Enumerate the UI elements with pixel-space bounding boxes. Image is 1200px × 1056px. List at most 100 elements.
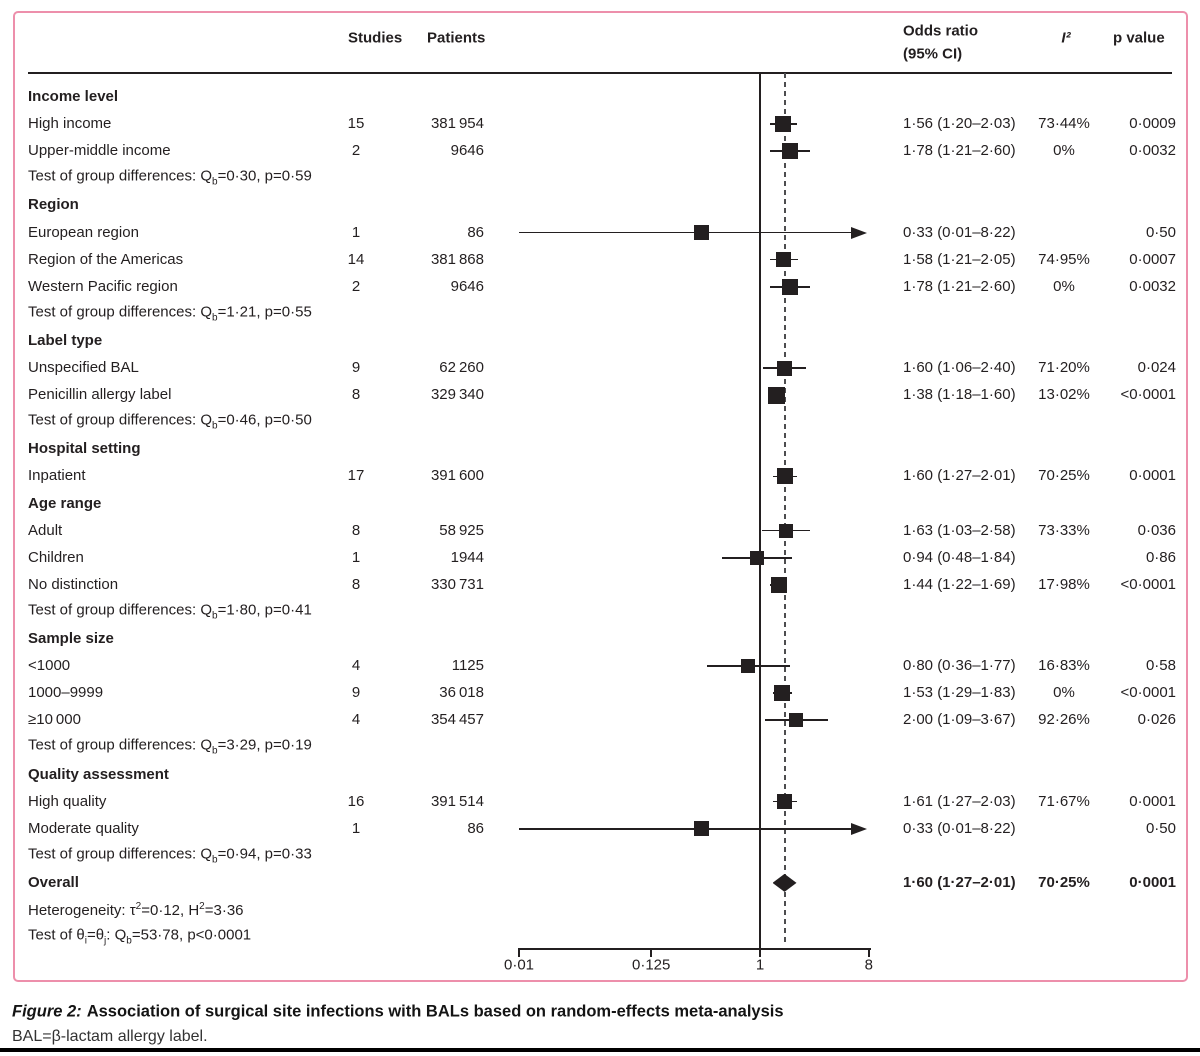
row-label: 1000–9999	[28, 683, 104, 701]
group-label: Region	[28, 196, 79, 214]
p-value: 0·50	[1145, 819, 1176, 837]
group-label: Hospital setting	[28, 440, 141, 458]
p-value: 0·036	[1137, 521, 1176, 539]
note-text: =1·21, p=0·55	[217, 303, 312, 321]
or-ci-text: 1·78 (1·21–2·60)	[903, 277, 1016, 295]
note-subscript: i	[84, 935, 87, 947]
group-label: Label type	[28, 331, 103, 349]
studies-count: 1	[351, 223, 361, 241]
patients-count: 86	[467, 223, 484, 241]
x-axis-tick	[759, 948, 761, 957]
row-label: Region of the Americas	[28, 250, 184, 268]
studies-count: 15	[347, 114, 365, 132]
note-supscript: 2	[135, 900, 142, 912]
figure-footnote: BAL=β-lactam allergy label.	[12, 1028, 208, 1045]
i2-value: 13·02%	[1038, 385, 1090, 403]
or-ci-text: 1·78 (1·21–2·60)	[903, 141, 1016, 159]
patients-count: 330 731	[430, 575, 484, 593]
patients-count: 9646	[450, 277, 484, 295]
effect-square	[741, 659, 756, 674]
header-rule	[28, 72, 1172, 74]
effect-square	[777, 360, 793, 376]
p-value: <0·0001	[1120, 683, 1176, 701]
i2-value: 17·98%	[1038, 575, 1090, 593]
note-text: Test of θ	[28, 926, 85, 944]
studies-count: 9	[351, 683, 361, 701]
group-label: Quality assessment	[28, 765, 169, 783]
overall-estimate-dashed-line	[783, 73, 786, 944]
row-label: Unspecified BAL	[28, 358, 139, 376]
x-axis-tick-label: 0·125	[631, 956, 671, 974]
row-note-label: Test of group differences: Qb=1·80, p=0·…	[28, 601, 312, 622]
or-ci-text: 0·33 (0·01–8·22)	[903, 223, 1016, 241]
effect-square	[776, 468, 793, 485]
p-value: 0·0001	[1129, 873, 1176, 891]
reference-line-or-1	[759, 73, 761, 948]
x-axis-tick-label: 8	[864, 956, 873, 974]
i2-value: 0%	[1053, 277, 1075, 295]
or-ci-text: 1·44 (1·22–1·69)	[903, 575, 1016, 593]
note-text: =θ	[86, 926, 105, 944]
patients-count: 391 600	[430, 467, 484, 485]
or-ci-text: 0·80 (0·36–1·77)	[903, 656, 1016, 674]
ci-arrow-head	[851, 822, 867, 835]
or-ci-text: 0·33 (0·01–8·22)	[903, 819, 1016, 837]
studies-count: 8	[351, 385, 361, 403]
note-text: Test of group differences: Q	[28, 303, 212, 321]
p-value: 0·0001	[1129, 792, 1176, 810]
studies-count: 4	[351, 656, 361, 674]
row-note-label: Test of group differences: Qb=0·46, p=0·…	[28, 411, 312, 432]
row-label: ≥10 000	[28, 711, 81, 729]
p-value: 0·026	[1137, 711, 1176, 729]
ci-line	[519, 231, 851, 234]
studies-count: 8	[351, 521, 361, 539]
row-label: Upper-middle income	[28, 141, 171, 159]
i2-value: 74·95%	[1038, 250, 1090, 268]
note-text: =1·80, p=0·41	[217, 601, 312, 619]
effect-square	[782, 143, 799, 160]
effect-square	[776, 252, 792, 268]
or-ci-text: 1·63 (1·03–2·58)	[903, 521, 1016, 539]
overall-diamond	[772, 873, 797, 892]
row-label: High income	[28, 114, 112, 132]
studies-count: 8	[351, 575, 361, 593]
note-text: Test of group differences: Q	[28, 601, 212, 619]
row-label: Inpatient	[28, 467, 86, 485]
row-label: Moderate quality	[28, 819, 139, 837]
group-label: Income level	[28, 87, 119, 105]
x-axis-tick	[650, 948, 652, 957]
patients-count: 1944	[450, 548, 484, 566]
studies-count: 1	[351, 819, 361, 837]
row-note-label: Heterogeneity: τ2=0·12, H2=3·36	[28, 901, 244, 920]
or-ci-text: 1·61 (1·27–2·03)	[903, 792, 1016, 810]
or-ci-text: 0·94 (0·48–1·84)	[903, 548, 1016, 566]
patients-count: 391 514	[430, 792, 484, 810]
row-note-label: Test of group differences: Qb=0·94, p=0·…	[28, 846, 312, 866]
note-text: =0·30, p=0·59	[217, 167, 312, 185]
row-note-label: Test of group differences: Qb=3·29, p=0·…	[28, 737, 312, 757]
row-note-label: Test of group differences: Qb=1·21, p=0·…	[28, 303, 312, 324]
p-value: <0·0001	[1120, 575, 1176, 593]
x-axis-tick	[867, 948, 870, 957]
studies-count: 4	[351, 711, 361, 729]
row-label: Western Pacific region	[28, 277, 178, 295]
i2-value: 0%	[1053, 141, 1075, 159]
or-ci-text: 1·60 (1·27–2·01)	[903, 873, 1016, 891]
note-text: =53·78, p<0·0001	[131, 926, 252, 944]
column-header-patients: Patients	[427, 29, 486, 47]
row-label: Overall	[28, 873, 79, 891]
i2-value: 0%	[1053, 683, 1075, 701]
page-divider-rule	[0, 1048, 1200, 1052]
effect-square	[782, 278, 799, 295]
row-note-label: Test of θi=θj: Qb=53·78, p<0·0001	[28, 926, 252, 947]
note-subscript: j	[104, 935, 107, 947]
p-value: 0·0032	[1129, 277, 1176, 295]
note-text: =3·36	[204, 901, 244, 919]
p-value: 0·58	[1145, 656, 1176, 674]
effect-square	[775, 116, 792, 133]
column-header-odds-ratio-line1: Odds ratio	[903, 22, 979, 40]
row-label: High quality	[28, 792, 107, 810]
note-text: =0·46, p=0·50	[217, 411, 312, 429]
